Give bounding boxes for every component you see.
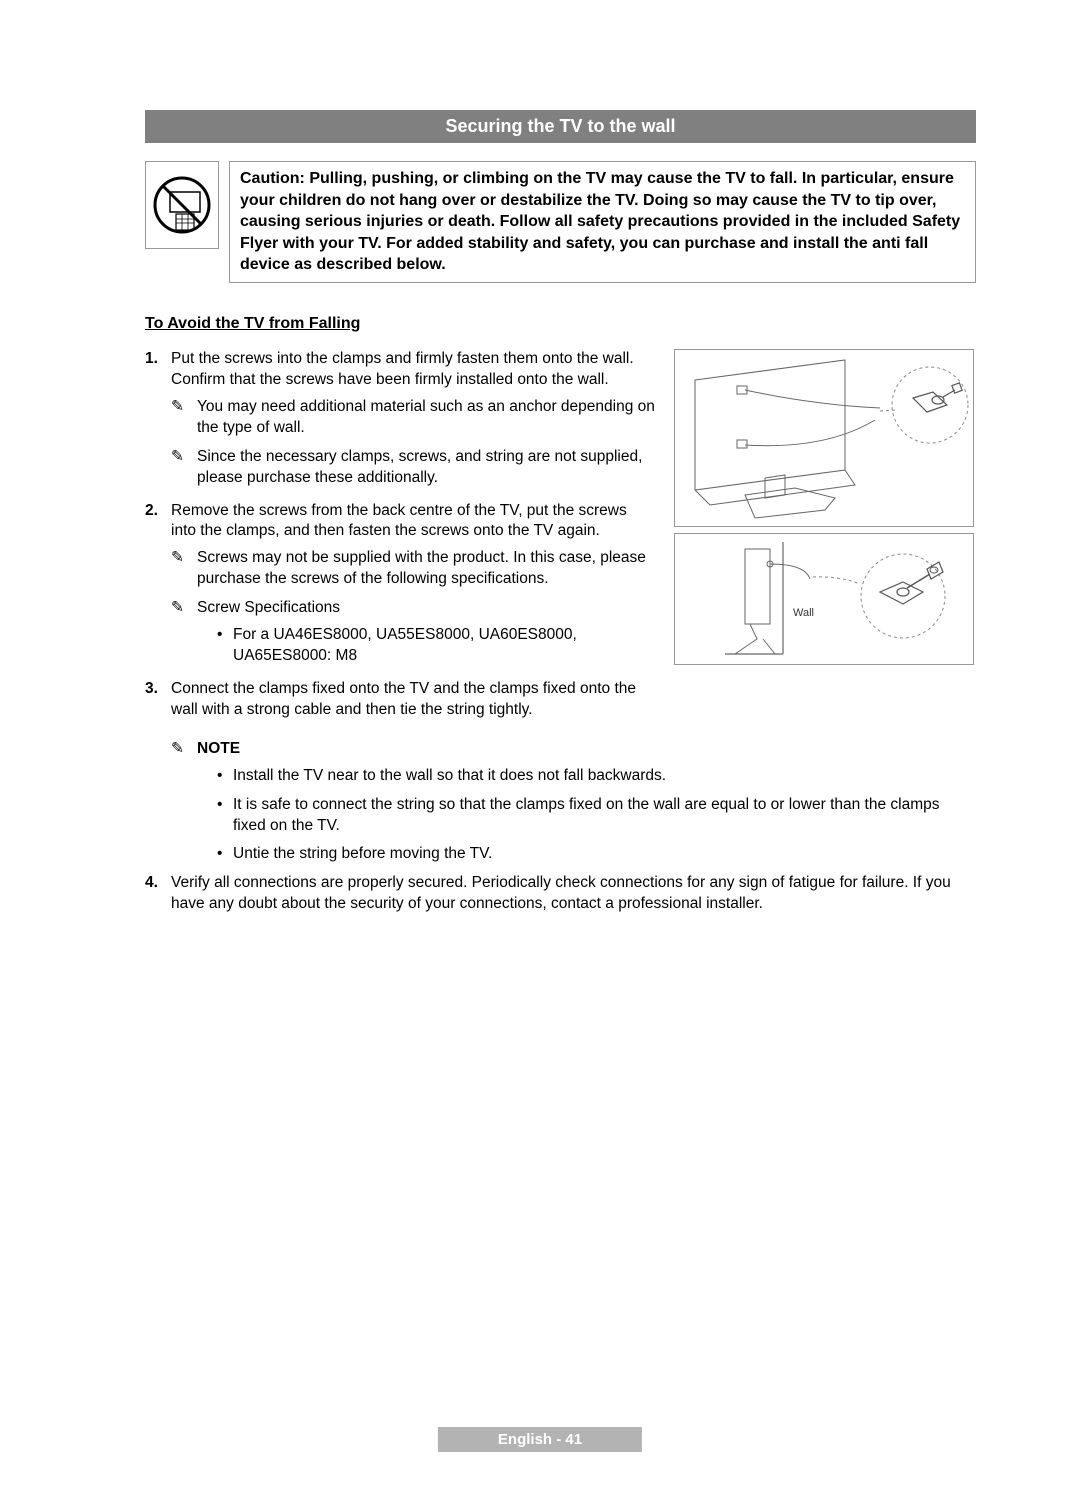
step-2-note-2-text: Screw Specifications — [197, 599, 340, 616]
text-column: Put the screws into the clamps and firml… — [145, 349, 656, 733]
step-3-text: Connect the clamps fixed onto the TV and… — [171, 680, 636, 718]
step-2-text: Remove the screws from the back centre o… — [171, 502, 627, 540]
step-1-note-2: Since the necessary clamps, screws, and … — [171, 447, 656, 489]
note-bullet-2: It is safe to connect the string so that… — [217, 795, 976, 837]
step-4: Verify all connections are properly secu… — [145, 873, 976, 915]
screw-spec-item: For a UA46ES8000, UA55ES8000, UA60ES8000… — [217, 625, 656, 667]
steps-list: Put the screws into the clamps and firml… — [145, 349, 656, 721]
step-1: Put the screws into the clamps and firml… — [145, 349, 656, 489]
caution-box: Caution: Pulling, pushing, or climbing o… — [145, 161, 976, 283]
step-2-note-2: Screw Specifications For a UA46ES8000, U… — [171, 598, 656, 667]
page-content: Securing the TV to the wall Caution: Pul… — [0, 0, 1080, 915]
page-footer: English - 41 — [438, 1427, 642, 1452]
content-row: Put the screws into the clamps and firml… — [145, 349, 976, 733]
wall-label-svg: Wall — [793, 607, 814, 619]
step-1-text: Put the screws into the clamps and firml… — [171, 350, 634, 388]
diagram-column: Wall — [674, 349, 976, 733]
note-label: NOTE — [197, 740, 240, 757]
prohibition-icon — [145, 161, 219, 249]
diagram-top — [674, 349, 974, 527]
step-1-notes: You may need additional material such as… — [171, 397, 656, 489]
section-title-bar: Securing the TV to the wall — [145, 110, 976, 143]
note-section: NOTE Install the TV near to the wall so … — [145, 739, 976, 866]
diagram-bottom: Wall — [674, 533, 974, 665]
step-4-list: Verify all connections are properly secu… — [145, 873, 976, 915]
note-item: NOTE Install the TV near to the wall so … — [171, 739, 976, 866]
note-bullet-1: Install the TV near to the wall so that … — [217, 766, 976, 787]
step-2-note-1: Screws may not be supplied with the prod… — [171, 548, 656, 590]
subheading: To Avoid the TV from Falling — [145, 315, 976, 333]
step-1-note-1: You may need additional material such as… — [171, 397, 656, 439]
note-bullet-3: Untie the string before moving the TV. — [217, 844, 976, 865]
notes-and-step4: NOTE Install the TV near to the wall so … — [145, 739, 976, 915]
note-bullets: Install the TV near to the wall so that … — [197, 766, 976, 866]
caution-text: Caution: Pulling, pushing, or climbing o… — [229, 161, 976, 283]
step-2-notes: Screws may not be supplied with the prod… — [171, 548, 656, 667]
step-2: Remove the screws from the back centre o… — [145, 501, 656, 667]
screw-spec-list: For a UA46ES8000, UA55ES8000, UA60ES8000… — [197, 625, 656, 667]
step-3: Connect the clamps fixed onto the TV and… — [145, 679, 656, 721]
